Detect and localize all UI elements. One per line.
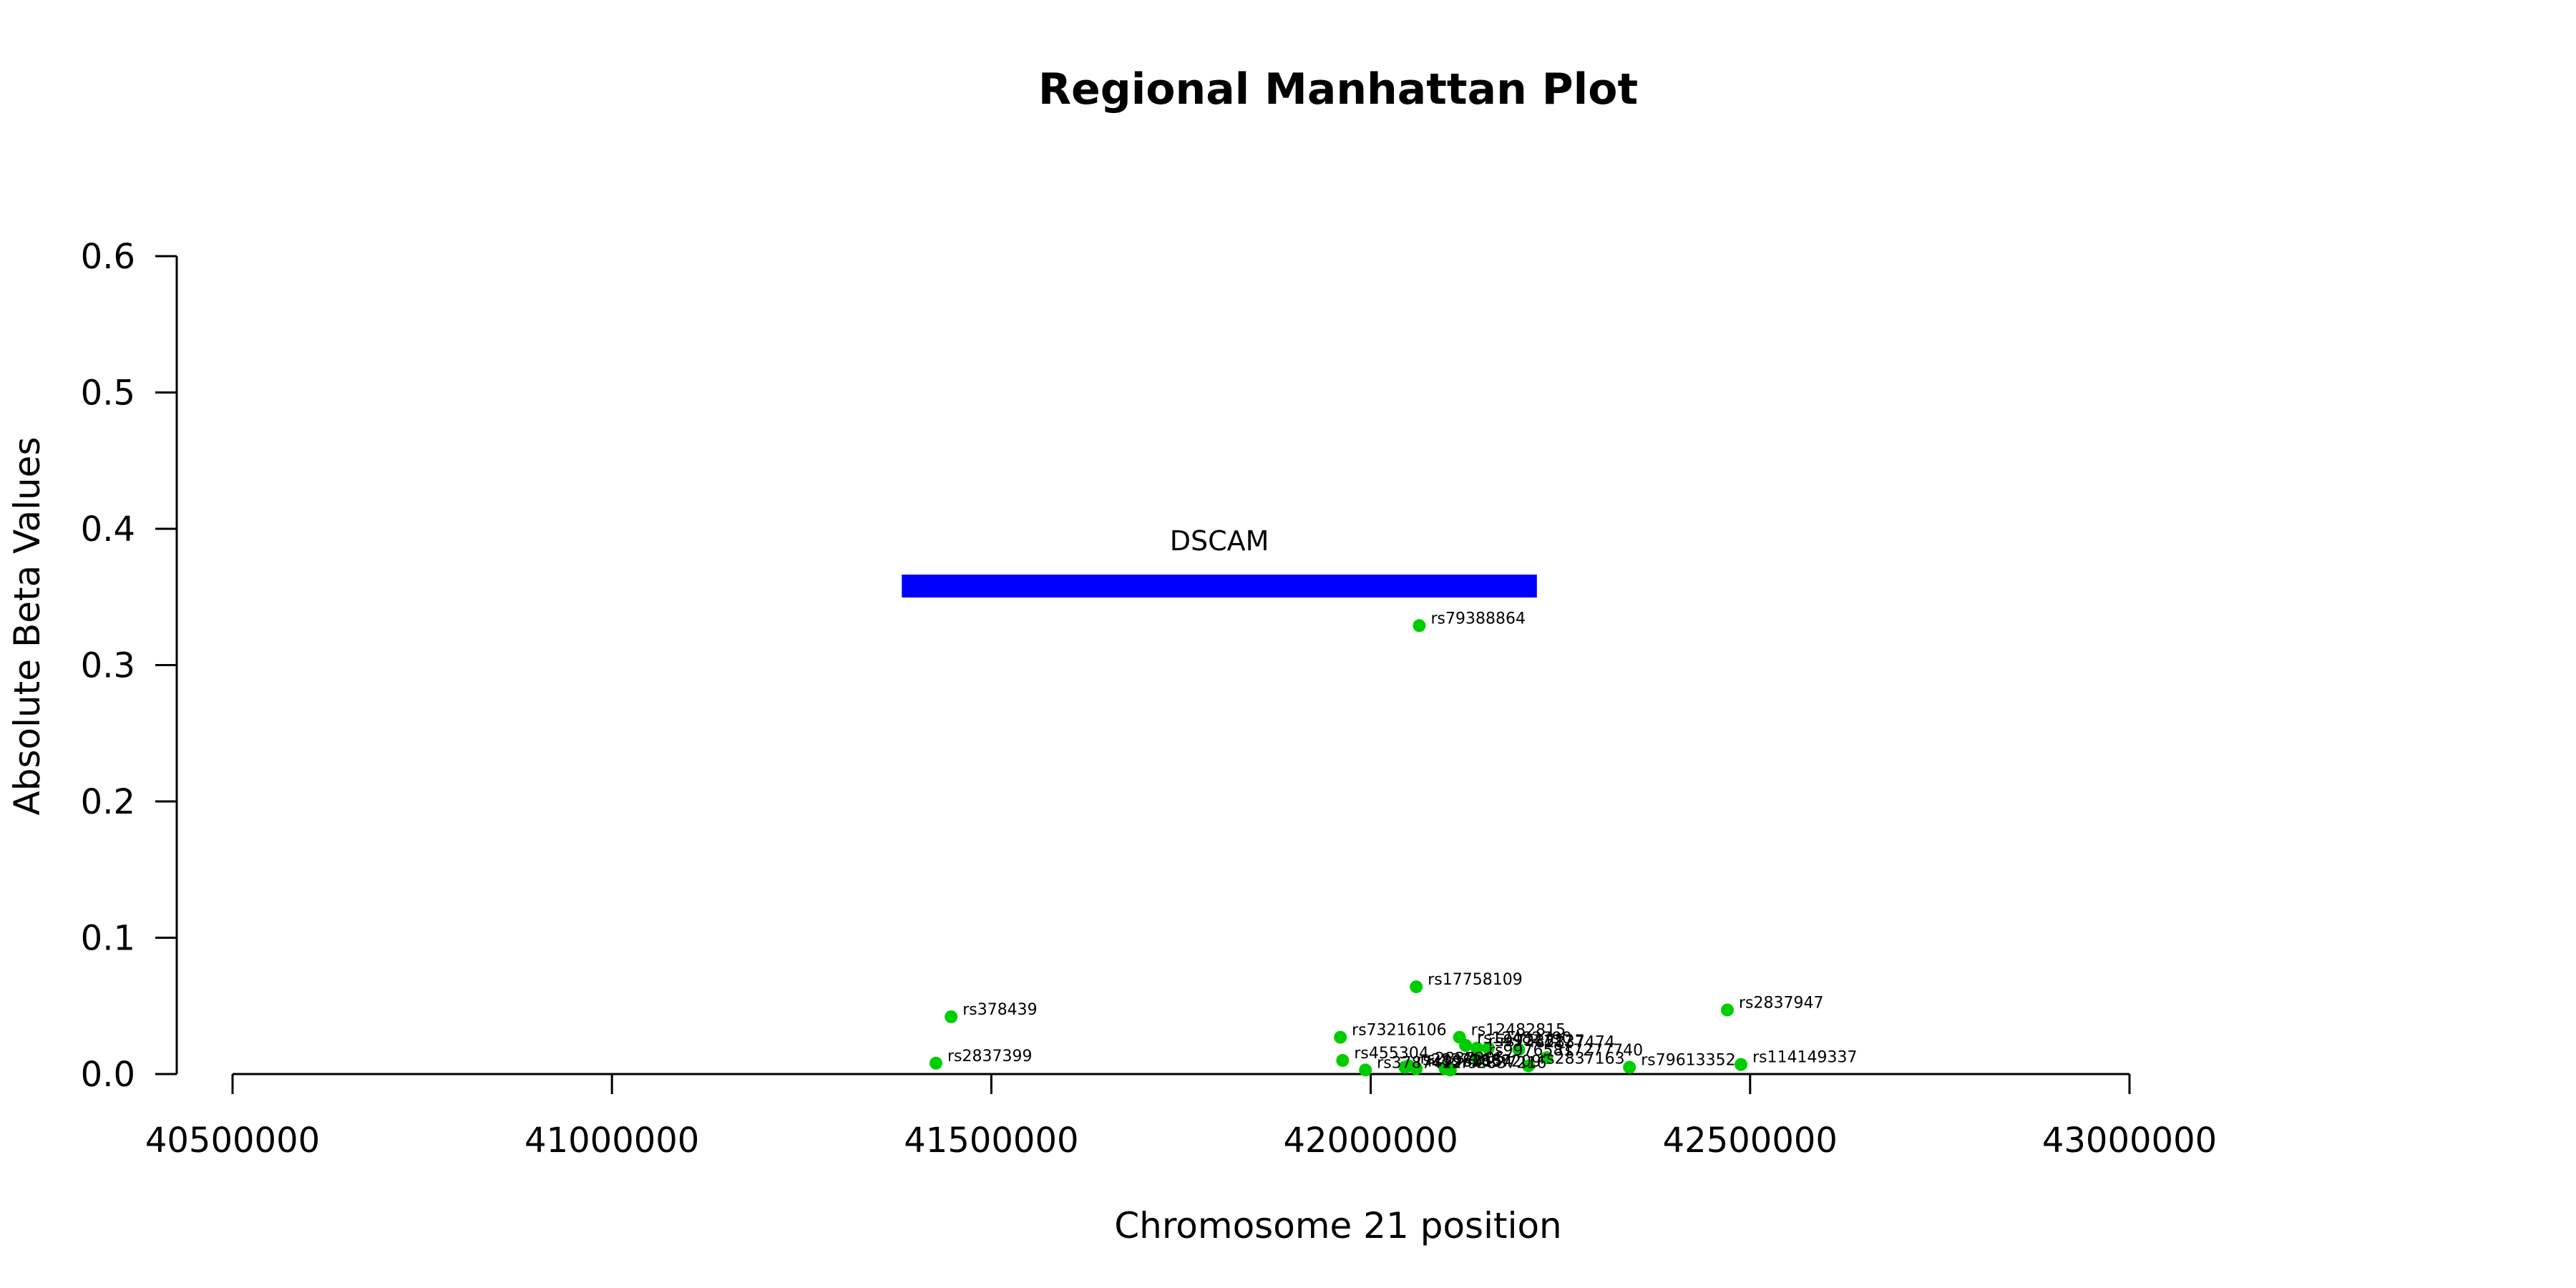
snp-label: rs9976581	[1488, 1042, 1574, 1060]
snp-point	[1359, 1063, 1372, 1077]
y-tick-label: 0.6	[81, 237, 135, 277]
snp-label: rs455304	[1354, 1045, 1429, 1063]
snp-label: rs2837216	[1462, 1054, 1546, 1072]
snp-label: rs7283127	[1500, 1033, 1585, 1050]
snp-point	[1470, 1051, 1484, 1065]
snp-label: rs2837947	[1739, 994, 1824, 1012]
gene-bar	[902, 575, 1537, 598]
y-tick-label: 0.3	[81, 646, 135, 686]
snp-point	[929, 1056, 942, 1070]
x-tick-label: 42500000	[1663, 1121, 1838, 1161]
snp-label: rs79613352	[1641, 1051, 1735, 1069]
snp-point	[1735, 1058, 1748, 1071]
x-tick-label: 40500000	[145, 1121, 320, 1161]
snp-label: rs2837205	[1420, 1050, 1506, 1068]
snp-label: rs2837163	[1540, 1050, 1625, 1068]
snp-point	[1410, 980, 1423, 994]
snp-label: rs7277740	[1558, 1042, 1644, 1060]
snp-point	[1413, 619, 1426, 633]
snp-label: rs378439	[962, 1001, 1038, 1019]
snp-point	[1398, 1060, 1412, 1074]
gene-track: DSCAM	[902, 525, 1537, 598]
y-axis-ticks: 0.0 0.1 0.2 0.3 0.4 0.5 0.6	[81, 237, 177, 1095]
x-axis-label: Chromosome 21 position	[1114, 1205, 1562, 1246]
snp-label: rs12482790	[1477, 1030, 1571, 1048]
snp-point	[1443, 1063, 1457, 1077]
y-tick-label: 0.0	[81, 1055, 135, 1095]
snp-label: rs79388864	[1430, 610, 1525, 628]
x-tick-label: 41500000	[904, 1121, 1078, 1161]
y-tick-label: 0.5	[81, 374, 135, 414]
chart-title: Regional Manhattan Plot	[1038, 64, 1638, 114]
gene-label: DSCAM	[1170, 525, 1269, 557]
y-tick-label: 0.2	[81, 782, 135, 822]
snp-point	[1336, 1053, 1350, 1067]
y-tick-label: 0.4	[81, 509, 135, 550]
snp-label: rs2837474	[1530, 1034, 1615, 1052]
snp-point	[1481, 1041, 1495, 1055]
snp-point	[1623, 1060, 1636, 1074]
snp-label: rs73216106	[1352, 1022, 1446, 1040]
snp-point	[1410, 1062, 1423, 1075]
snp-label: rs2837166	[1416, 1051, 1501, 1069]
snp-point	[1470, 1041, 1484, 1055]
x-axis-ticks: 40500000 41000000 41500000 42000000 42500000…	[145, 1074, 2217, 1161]
snp-points	[929, 619, 1748, 1077]
snp-label: rs9980154	[1428, 1053, 1513, 1070]
snp-label: rs12482815	[1471, 1022, 1566, 1040]
snp-point	[1334, 1030, 1347, 1044]
y-axis-label: Absolute Beta Values	[6, 437, 48, 816]
snp-label: rs114149337	[1752, 1049, 1857, 1067]
snp-point	[1522, 1059, 1536, 1073]
snp-labels: rs79388864 rs17758109 rs2837947 rs378439 rs7…	[947, 610, 1858, 1072]
snp-label: rs17758109	[1428, 971, 1522, 989]
snp-point	[1512, 1043, 1526, 1056]
snp-label: rs3787412	[1377, 1054, 1462, 1072]
x-tick-label: 43000000	[2042, 1121, 2217, 1161]
snp-label: rs2837209	[1457, 1053, 1541, 1070]
snp-label: rs2837399	[947, 1048, 1033, 1065]
snp-label: rs9977127	[1488, 1033, 1574, 1050]
snp-point	[1540, 1051, 1553, 1065]
y-tick-label: 0.1	[81, 919, 135, 959]
snp-point	[945, 1010, 958, 1023]
snp-point	[1720, 1003, 1734, 1017]
x-tick-label: 42000000	[1283, 1121, 1458, 1161]
x-tick-label: 41000000	[525, 1121, 699, 1161]
snp-point	[1459, 1038, 1473, 1052]
